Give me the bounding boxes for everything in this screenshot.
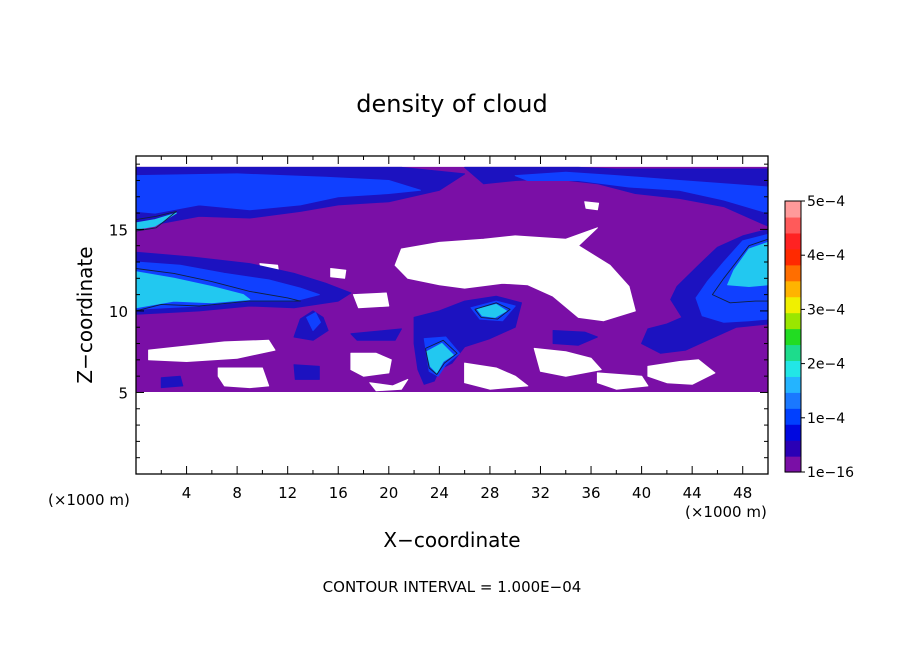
- colorbar-tick-label: 3e−4: [807, 302, 845, 318]
- x-tick-label: 8: [232, 484, 242, 502]
- x-tick-label: 36: [581, 484, 600, 502]
- density-region-4-2: [727, 241, 768, 287]
- colorbar: 1e−16 1e−4 2e−4 3e−4 4e−4 5e−4: [784, 194, 854, 481]
- density-region-1-2: [148, 339, 276, 362]
- density-region-1-5: [369, 378, 409, 392]
- density-region-2-8: [160, 375, 184, 389]
- density-region-2-6: [552, 330, 598, 346]
- density-region-4-4: [476, 303, 507, 318]
- density-region-1-8: [596, 372, 649, 390]
- colorbar-swatch: [785, 216, 801, 234]
- density-region-1-12: [352, 292, 390, 309]
- colorbar-swatch: [785, 360, 801, 377]
- colorbar-swatch: [785, 328, 801, 346]
- colorbar-swatch: [785, 296, 801, 314]
- colorbar-tick-label: 1e−16: [807, 465, 854, 481]
- x-unit-left: (×1000 m): [48, 491, 130, 509]
- x-tick-label: 48: [733, 484, 752, 502]
- x-tick-label: 4: [182, 484, 192, 502]
- colorbar-tick-label: 5e−4: [807, 194, 845, 210]
- y-axis-title: Z−coordinate: [73, 246, 97, 383]
- density-region-3-1: [514, 171, 768, 214]
- density-region-3-6: [306, 312, 321, 331]
- colorbar-swatch: [785, 376, 801, 393]
- contour-line-4: [136, 210, 177, 232]
- x-tick-label: 12: [278, 484, 297, 502]
- colorbar-tick-label: 4e−4: [807, 248, 845, 264]
- density-region-1-11: [330, 268, 347, 279]
- x-tick-label: 24: [430, 484, 449, 502]
- colorbar-swatch: [785, 424, 801, 441]
- colorbar-swatch: [785, 440, 801, 457]
- x-unit-right: (×1000 m): [685, 503, 767, 521]
- density-region-3-0: [136, 173, 421, 214]
- y-tick-label: 15: [109, 221, 128, 239]
- colorbar-tick-label: 1e−4: [807, 411, 845, 427]
- contour-line-2: [425, 339, 458, 375]
- contour-lines: [136, 210, 768, 375]
- colorbar-swatch: [785, 280, 801, 298]
- colorbar-tick-label: 2e−4: [807, 357, 845, 373]
- x-tick-label: 20: [379, 484, 398, 502]
- colorbar-swatch: [785, 248, 801, 266]
- density-region-1-6: [464, 362, 529, 390]
- x-tick-label: 32: [531, 484, 550, 502]
- density-region-1-0: [136, 392, 768, 474]
- cloud-density-field: [136, 166, 768, 474]
- density-region-1-9: [647, 359, 716, 385]
- x-tick-label: 40: [632, 484, 651, 502]
- x-tick-label: 28: [480, 484, 499, 502]
- x-tick-label: 44: [683, 484, 702, 502]
- contour-line-1: [711, 238, 768, 304]
- density-region-2-7: [350, 328, 402, 341]
- colorbar-swatch: [785, 392, 801, 409]
- density-region-1-4: [350, 352, 392, 377]
- colorbar-swatch: [785, 408, 801, 425]
- density-region-1-3: [217, 367, 270, 389]
- density-region-4-3: [426, 343, 454, 374]
- colorbar-swatch: [785, 312, 801, 330]
- density-region-4-0: [136, 271, 251, 309]
- colorbar-frame: [784, 200, 802, 473]
- density-region-1-7: [533, 347, 602, 377]
- density-region-2-9: [293, 364, 320, 380]
- colorbar-swatch: [785, 232, 801, 250]
- contour-interval-note: CONTOUR INTERVAL = 1.000E−04: [323, 578, 582, 596]
- contour-line-3: [474, 302, 511, 320]
- plot-frame: [135, 155, 769, 475]
- x-axis-title: X−coordinate: [383, 528, 520, 552]
- y-tick-label: 5: [118, 384, 128, 402]
- density-region-1-13: [584, 201, 600, 211]
- contour-line-0: [136, 268, 301, 312]
- density-region-1-1: [394, 227, 636, 322]
- y-tick-label: 10: [109, 303, 128, 321]
- colorbar-swatch: [785, 264, 801, 282]
- colorbar-swatch: [785, 456, 801, 473]
- colorbar-swatch: [785, 201, 801, 218]
- x-tick-label: 16: [329, 484, 348, 502]
- colorbar-swatch: [785, 344, 801, 362]
- chart-title: density of cloud: [356, 90, 547, 118]
